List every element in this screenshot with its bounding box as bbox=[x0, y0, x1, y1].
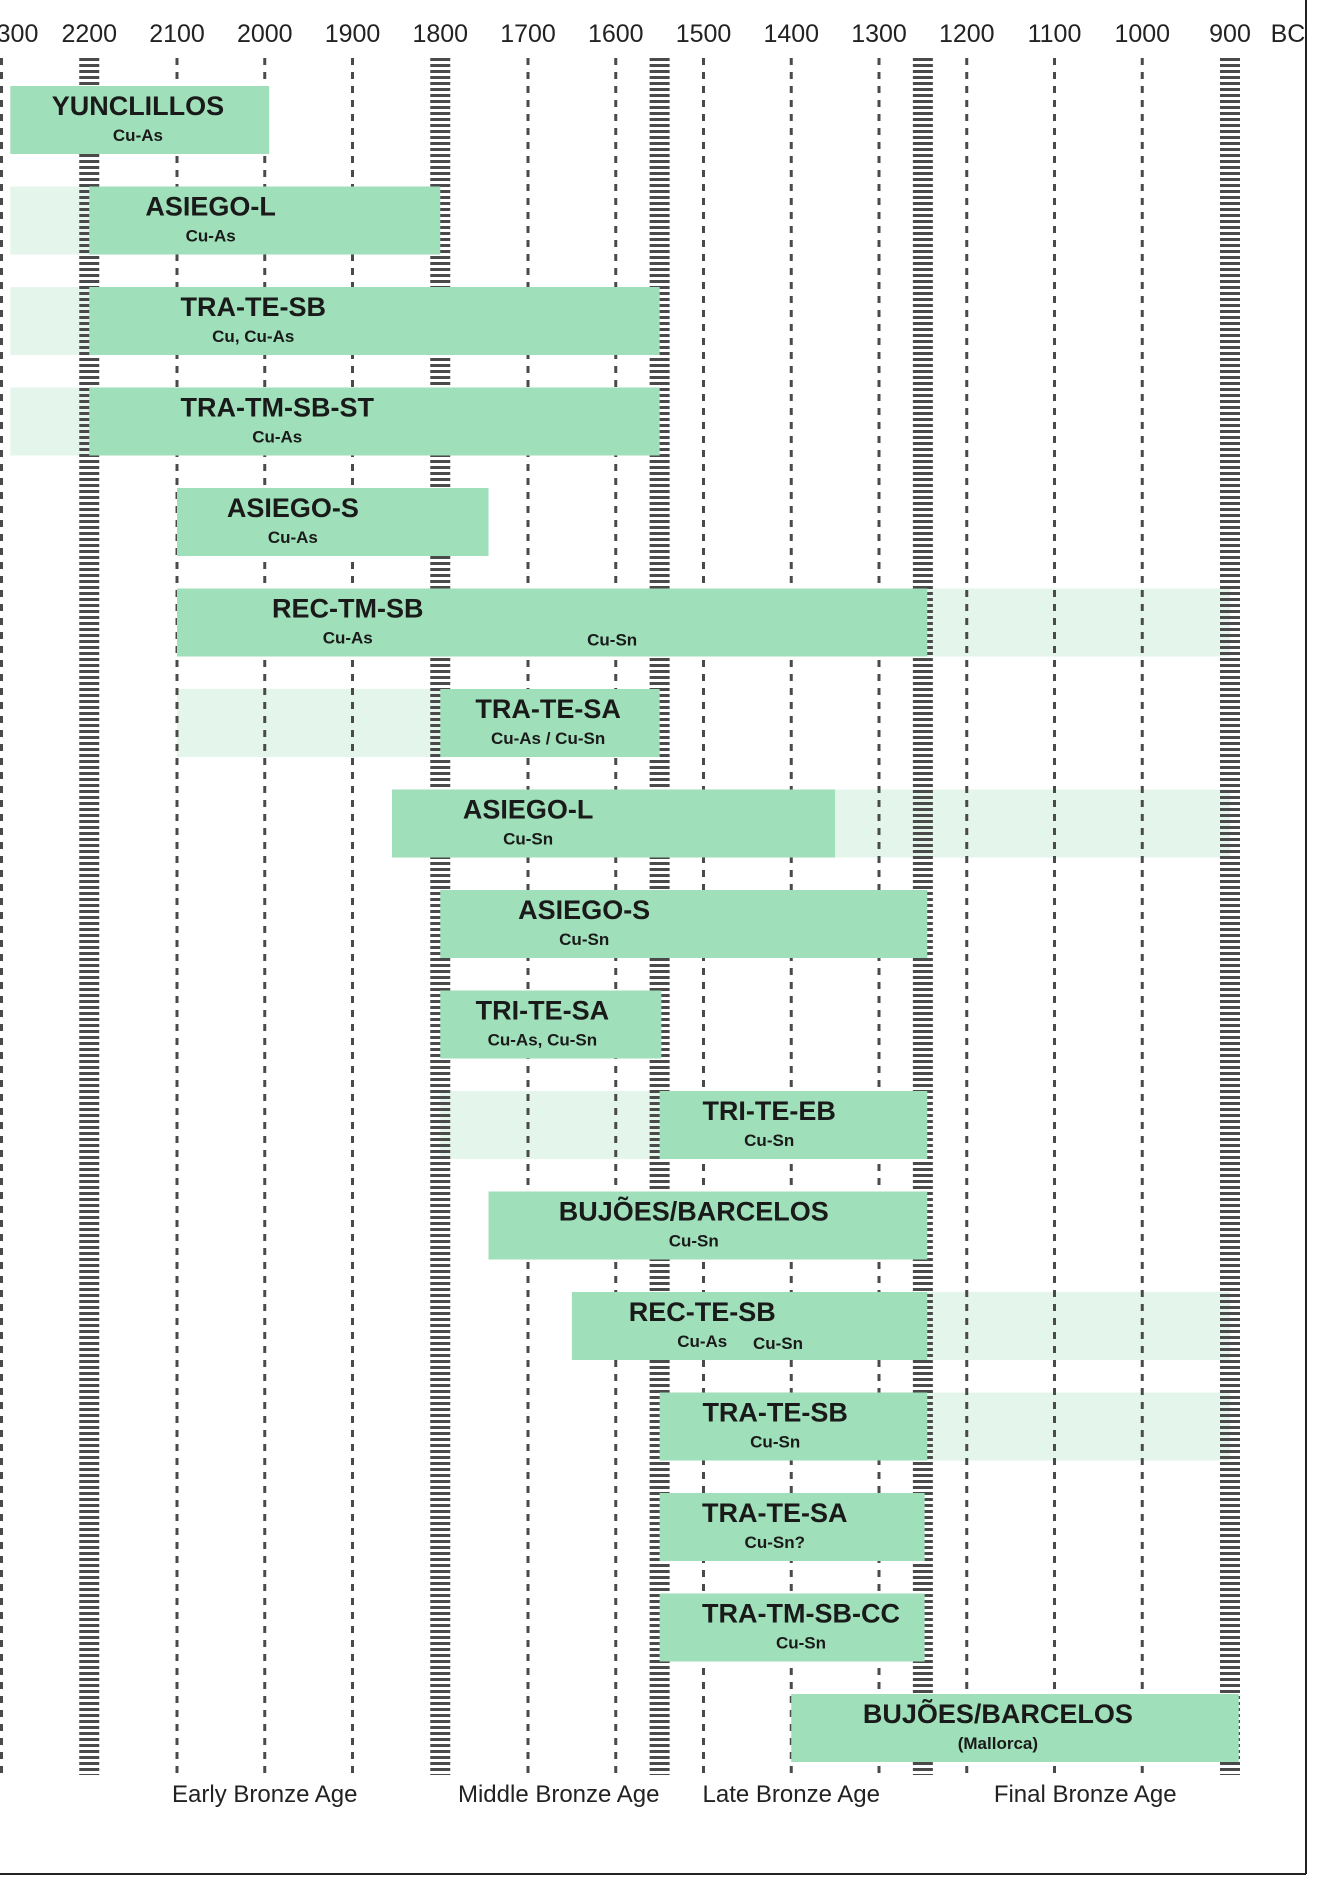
bar-title-label: TRA-TE-SA bbox=[702, 1498, 847, 1528]
extension-layer bbox=[10, 186, 1230, 1461]
timeline-bar bbox=[659, 1593, 925, 1662]
axis-layer: 300 2200 2100 2000 1900 1800 1700 1600 1500 1400 1… bbox=[0, 20, 1305, 1808]
range-extension bbox=[440, 1091, 660, 1159]
bar-composition-label: Cu-As bbox=[186, 227, 236, 246]
timeline-bar bbox=[659, 1392, 928, 1461]
bar-title-label: TRI-TE-EB bbox=[702, 1096, 835, 1126]
year-tick-label: 2200 bbox=[61, 20, 117, 48]
bar-title-label: ASIEGO-S bbox=[227, 493, 359, 523]
bar-composition-label: Cu-As bbox=[252, 428, 302, 447]
bar-title-label: TRA-TE-SB bbox=[181, 292, 326, 322]
bar-title-label: REC-TE-SB bbox=[629, 1297, 776, 1327]
bar-title-label: TRA-TM-SB-ST bbox=[181, 393, 375, 423]
bar-title-label: YUNCLILLOS bbox=[52, 91, 225, 121]
year-tick-label: 2100 bbox=[149, 20, 205, 48]
year-tick-label: 1500 bbox=[676, 20, 732, 48]
bar-composition-label: Cu-Sn bbox=[776, 1634, 826, 1653]
timeline-bar bbox=[89, 287, 660, 355]
bar-title-label: REC-TM-SB bbox=[272, 594, 423, 624]
range-extension bbox=[10, 287, 90, 355]
bar-composition-label: Cu-Sn bbox=[503, 830, 553, 849]
range-extension bbox=[10, 186, 90, 255]
bar-title-label: TRA-TE-SA bbox=[475, 694, 620, 724]
timeline-bar bbox=[89, 186, 441, 255]
bar-composition-label: Cu, Cu-As bbox=[212, 327, 294, 346]
bar-title-label: TRA-TE-SB bbox=[702, 1398, 847, 1428]
bar-title-label: BUJÕES/BARCELOS bbox=[559, 1196, 829, 1227]
period-label: Early Bronze Age bbox=[172, 1781, 357, 1808]
year-tick-label: 1800 bbox=[412, 20, 468, 48]
range-extension bbox=[10, 387, 90, 456]
period-label: Final Bronze Age bbox=[994, 1781, 1177, 1808]
bar-composition-label: Cu-As bbox=[677, 1332, 727, 1351]
timeline-bar bbox=[791, 1694, 1239, 1762]
timeline-bar bbox=[391, 789, 836, 858]
unit-label: BC bbox=[1271, 20, 1306, 48]
label-layer: YUNCLILLOS Cu-As ASIEGO-L Cu-As TRA-TE-SB Cu,… bbox=[52, 91, 1133, 1753]
bar-composition-label: (Mallorca) bbox=[958, 1734, 1038, 1753]
year-tick-label: 1700 bbox=[500, 20, 556, 48]
year-tick-label: 1400 bbox=[763, 20, 819, 48]
range-extension bbox=[835, 789, 1230, 858]
timeline-bar bbox=[440, 990, 662, 1059]
bar-composition-label: Cu-Sn bbox=[744, 1131, 794, 1150]
range-extension bbox=[927, 588, 1230, 657]
bar-composition-label: Cu-Sn bbox=[587, 631, 637, 650]
timeline-bar bbox=[177, 588, 928, 657]
year-tick-label: 900 bbox=[1209, 20, 1251, 48]
timeline-bar bbox=[440, 689, 660, 757]
bar-composition-label: Cu-As bbox=[113, 126, 163, 145]
bar-title-label: ASIEGO-L bbox=[145, 192, 276, 222]
bar-layer bbox=[10, 86, 1239, 1762]
bar-title-label: ASIEGO-S bbox=[518, 895, 650, 925]
range-extension bbox=[927, 1392, 1230, 1461]
period-label: Middle Bronze Age bbox=[458, 1781, 659, 1808]
bar-title-label: TRA-TM-SB-CC bbox=[702, 1599, 900, 1629]
timeline-bar bbox=[440, 890, 928, 958]
period-label: Late Bronze Age bbox=[703, 1781, 880, 1808]
bar-composition-label: Cu-Sn bbox=[753, 1334, 803, 1353]
timeline-bar bbox=[571, 1292, 928, 1360]
bar-title-label: TRI-TE-SA bbox=[476, 996, 609, 1026]
bar-composition-label: Cu-As bbox=[323, 629, 373, 648]
year-tick-label: 1600 bbox=[588, 20, 644, 48]
bar-composition-label: Cu-Sn? bbox=[745, 1533, 805, 1552]
timeline-bar bbox=[177, 488, 489, 556]
year-tick-label: 2000 bbox=[237, 20, 293, 48]
timeline-bar bbox=[10, 86, 270, 154]
year-tick-label: 1100 bbox=[1028, 20, 1082, 48]
bar-composition-label: Cu-Sn bbox=[559, 930, 609, 949]
bar-title-label: BUJÕES/BARCELOS bbox=[863, 1698, 1133, 1729]
bar-composition-label: Cu-As / Cu-Sn bbox=[491, 729, 605, 748]
bar-composition-label: Cu-Sn bbox=[669, 1232, 719, 1251]
year-tick-label: 1900 bbox=[325, 20, 381, 48]
bar-title-label: ASIEGO-L bbox=[463, 795, 594, 825]
timeline-bar bbox=[659, 1091, 928, 1159]
year-tick-label: 1200 bbox=[939, 20, 995, 48]
timeline-bar bbox=[488, 1191, 928, 1260]
range-extension bbox=[927, 1292, 1230, 1360]
bar-composition-label: Cu-As bbox=[268, 528, 318, 547]
bar-composition-label: Cu-Sn bbox=[750, 1433, 800, 1452]
year-tick-label: 1000 bbox=[1114, 20, 1170, 48]
timeline-bar bbox=[89, 387, 660, 456]
range-extension bbox=[177, 689, 441, 757]
year-tick-label: 1300 bbox=[851, 20, 907, 48]
timeline-bar bbox=[659, 1493, 925, 1561]
year-tick-label: 300 bbox=[0, 20, 38, 48]
bar-composition-label: Cu-As, Cu-Sn bbox=[488, 1031, 598, 1050]
